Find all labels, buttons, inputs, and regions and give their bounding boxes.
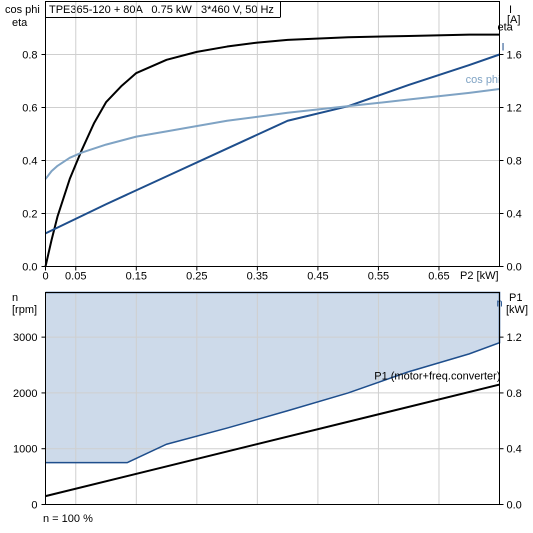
speed-range-area — [45, 292, 500, 463]
y2-tick-label: 0.8 — [507, 156, 522, 168]
x-tick-label: 0 — [42, 271, 48, 283]
chart-title: TPE365-120 + 80A 0.75 kW 3*460 V, 50 Hz — [49, 4, 274, 16]
series-label: cos phi — [466, 74, 501, 86]
y-tick-label: 2000 — [13, 388, 37, 400]
x-tick-label: 0.45 — [307, 271, 328, 283]
top-right-axis-label-line1: I — [509, 4, 512, 16]
y2-tick-label: 0.0 — [507, 500, 522, 512]
footnote: n = 100 % — [43, 513, 93, 525]
series-label: I — [502, 42, 505, 54]
top-right-axis-label-line2: [A] — [507, 14, 520, 26]
y-tick-label: 0.8 — [22, 50, 37, 62]
x-tick-label: 0.65 — [428, 271, 449, 283]
y2-tick-label: 0.0 — [507, 262, 522, 274]
y-tick-label: 0.0 — [22, 262, 37, 274]
y2-tick-label: 1.2 — [507, 103, 522, 115]
x-tick-label: 0.35 — [247, 271, 268, 283]
y-tick-label: 0.6 — [22, 103, 37, 115]
series-line — [45, 383, 500, 498]
bottom-right-axis-label-line1: P1 — [509, 292, 522, 304]
x-tick-label: 0.15 — [126, 271, 147, 283]
top-left-axis-label-line2: eta — [12, 17, 28, 29]
x-tick-label: 0.25 — [186, 271, 207, 283]
bottom-right-axis-label-line2: [kW] — [506, 304, 528, 316]
y-tick-label: 0.4 — [22, 156, 37, 168]
series-line — [44, 87, 500, 180]
series-line — [44, 33, 500, 267]
y-tick-label: 1000 — [13, 444, 37, 456]
series-label: P1 (motor+freq.converter) — [374, 371, 500, 383]
bottom-plot-frame — [45, 292, 500, 505]
y-tick-label: 0.2 — [22, 209, 37, 221]
y2-tick-label: 1.2 — [507, 332, 522, 344]
y2-tick-label: 0.8 — [507, 388, 522, 400]
series-line — [45, 53, 500, 235]
y-tick-label: 0 — [31, 500, 37, 512]
bottom-left-axis-label-line1: n — [12, 292, 18, 304]
x-tick-label: 0.55 — [368, 271, 389, 283]
series-label: eta — [498, 22, 514, 34]
x-tick-label: 0.05 — [65, 271, 86, 283]
y-tick-label: 3000 — [13, 332, 37, 344]
y2-tick-label: 0.4 — [507, 209, 522, 221]
top-left-axis-label-line1: cos phi — [5, 4, 40, 16]
y2-tick-label: 0.4 — [507, 444, 522, 456]
bottom-left-axis-label-line2: [rpm] — [12, 304, 37, 316]
top-plot-frame — [45, 1, 500, 267]
x-axis-label: P2 [kW] — [460, 270, 499, 282]
y2-tick-label: 1.6 — [507, 50, 522, 62]
